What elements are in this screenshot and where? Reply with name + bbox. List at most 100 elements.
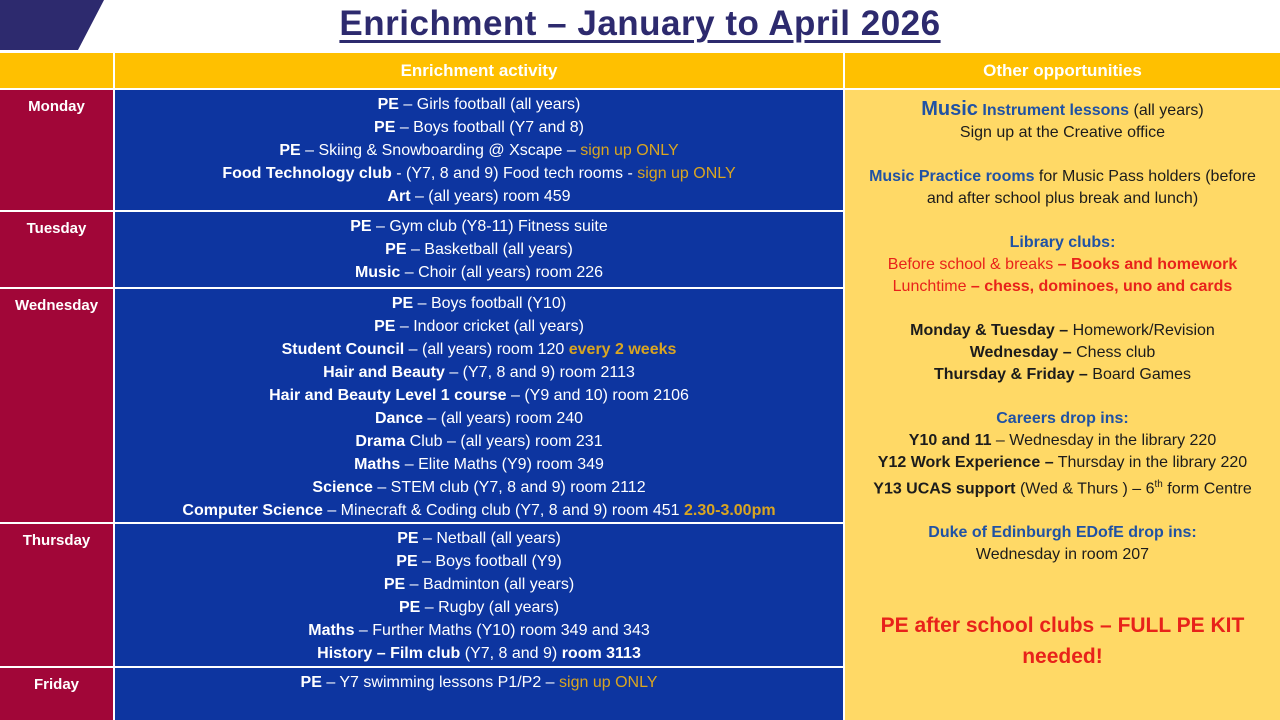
activities-thursday: PE – Netball (all years) PE – Boys footba… [115,524,843,666]
text-segment: – Skiing & Snowboarding @ Xscape – [300,142,581,159]
info-line: Y10 and 11 – Wednesday in the library 22… [855,430,1270,452]
page-title-text: Enrichment – January to April 2026 [339,4,941,43]
text-segment: PE [374,119,396,136]
activity-line: History – Film club (Y7, 8 and 9) room 3… [115,642,843,665]
info-line: Sign up at the Creative office [855,122,1270,144]
text-segment: Instrument lessons [977,102,1130,119]
text-segment: Careers drop ins: [996,410,1129,427]
text-segment: – Elite Maths (Y9) room 349 [400,456,604,473]
text-segment: – (all years) room 240 [422,410,584,427]
activity-line: PE – Badminton (all years) [115,573,843,596]
text-segment: – Y7 swimming lessons P1/P2 – [321,674,560,691]
day-cell-thursday: Thursday [0,524,113,666]
page-title: Enrichment – January to April 2026 [0,4,1280,44]
text-segment: PE [391,295,414,312]
text-segment: – Choir (all years) room 226 [400,264,604,281]
spacer [855,144,1270,166]
info-line: Monday & Tuesday – Homework/Revision [855,320,1270,342]
text-segment: – Rugby (all years) [420,599,560,616]
text-segment: Lunchtime [892,278,971,295]
activities-monday: PE – Girls football (all years) PE – Boys… [115,90,843,210]
info-line: Duke of Edinburgh EDofE drop ins: [855,522,1270,544]
activity-line: PE – Indoor cricket (all years) [115,315,843,338]
day-label: Thursday [22,532,91,549]
info-line: Thursday & Friday – Board Games [855,364,1270,386]
day-cell-monday: Monday [0,90,113,210]
text-segment: – (Y7, 8 and 9) room 2113 [444,364,635,381]
text-segment: th [1154,479,1163,490]
activity-line: Food Technology club - (Y7, 8 and 9) Foo… [115,162,843,185]
text-segment: Homework/Revision [1072,322,1215,339]
text-segment: – Minecraft & Coding club (Y7, 8 and 9) … [322,502,684,519]
text-segment: Chess club [1076,344,1156,361]
info-line: Library clubs: [855,232,1270,254]
activity-line: PE – Girls football (all years) [115,93,843,116]
info-line: Careers drop ins: [855,408,1270,430]
text-segment: (all years) [1129,102,1204,119]
text-segment: Drama [355,433,406,450]
text-segment: – Wednesday in the library 220 [991,432,1217,449]
text-segment: – (all years) room 120 [404,341,569,358]
enrichment-table: Enrichment activity Other opportunities … [0,53,1280,720]
text-segment: Maths [354,456,401,473]
activity-line: Student Council – (all years) room 120 e… [115,338,843,361]
day-label: Tuesday [26,220,87,237]
text-segment: – Netball (all years) [418,530,561,547]
text-segment: PE [350,218,372,235]
text-segment: 2.30-3.00pm [683,502,776,519]
spacer [855,588,1270,610]
text-segment: (Wed & Thurs ) – 6 [1015,480,1155,498]
other-opportunities-panel: Music Instrument lessons (all years) Sign… [845,90,1280,720]
activity-line: Science – STEM club (Y7, 8 and 9) room 2… [115,476,843,499]
info-line: Y13 UCAS support (Wed & Thurs ) – 6th fo… [855,474,1270,500]
text-segment: – Basketball (all years) [406,241,573,258]
text-segment: Maths [308,622,355,639]
spacer [855,298,1270,320]
info-line: Before school & breaks – Books and homew… [855,254,1270,276]
info-line: Music Instrument lessons (all years) [855,98,1270,122]
text-segment: – Boys football (Y9) [417,553,562,570]
text-segment: – (all years) room 459 [410,188,571,205]
text-segment: Hair and Beauty Level 1 course [269,387,507,404]
text-segment: Y10 and 11 [908,432,992,449]
text-segment: - (Y7, 8 and 9) Food tech rooms - [391,165,638,182]
text-segment: Library clubs: [1009,234,1116,251]
text-segment: Food Technology club [222,165,392,182]
text-segment: Duke of Edinburgh EDofE drop ins: [928,524,1197,542]
text-segment: – Further Maths (Y10) room 349 and 343 [354,622,650,639]
header-enrichment-activity: Enrichment activity [115,53,843,88]
text-segment: Before school & breaks [887,256,1058,273]
info-line: PE after school clubs – FULL PE KIT need… [855,610,1270,672]
activity-line: Dance – (all years) room 240 [115,407,843,430]
activities-friday: PE – Y7 swimming lessons P1/P2 – sign up… [115,668,843,720]
text-segment: – (Y9 and 10) room 2106 [506,387,689,404]
activity-line: Hair and Beauty Level 1 course – (Y9 and… [115,384,843,407]
text-segment: Music [921,98,978,120]
activity-line: PE – Gym club (Y8-11) Fitness suite [115,215,843,238]
text-segment: PE [383,576,406,593]
text-segment: PE after school clubs – FULL PE KIT need… [880,614,1245,669]
text-segment: – STEM club (Y7, 8 and 9) room 2112 [372,479,646,496]
activity-line: Hair and Beauty – (Y7, 8 and 9) room 211… [115,361,843,384]
text-segment: Wednesday – [969,344,1077,361]
activity-line: Maths – Elite Maths (Y9) room 349 [115,453,843,476]
activity-line: PE – Basketball (all years) [115,238,843,261]
text-segment: – chess, dominoes, uno and cards [970,278,1233,295]
text-segment: PE [397,530,419,547]
day-label: Friday [33,676,79,693]
text-segment: Thursday & Friday – [934,366,1093,383]
text-segment: Sign up at the Creative office [959,124,1166,141]
spacer [855,210,1270,232]
header-corner-cell [0,53,113,88]
text-segment: Wednesday in room 207 [975,546,1150,564]
text-segment: – Books and homework [1057,256,1238,273]
text-segment: sign up ONLY [637,165,736,182]
activity-line: Art – (all years) room 459 [115,185,843,208]
text-segment: Hair and Beauty [323,364,445,381]
activity-line: PE – Boys football (Y9) [115,550,843,573]
activities-wednesday: PE – Boys football (Y10) PE – Indoor cric… [115,289,843,522]
text-segment: Computer Science [182,502,323,519]
header-other-opportunities: Other opportunities [845,53,1280,88]
activity-line: PE – Skiing & Snowboarding @ Xscape – si… [115,139,843,162]
